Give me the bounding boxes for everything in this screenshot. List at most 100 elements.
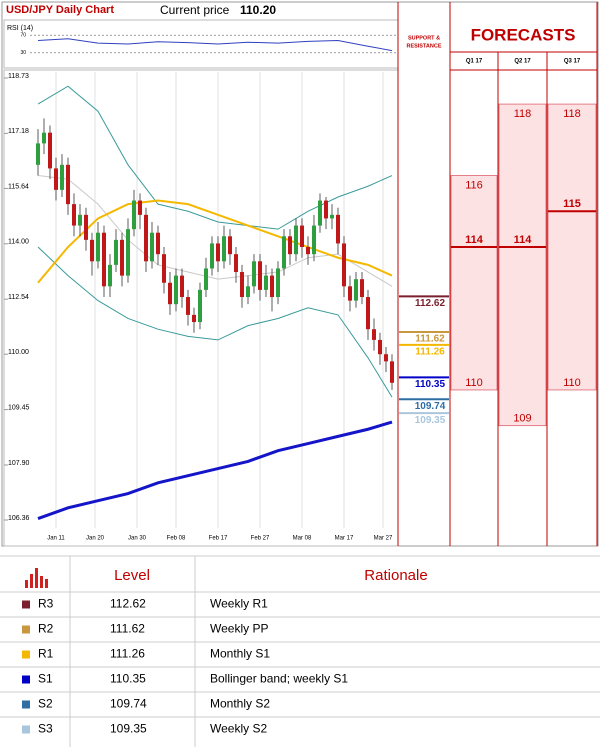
- candle-body: [324, 200, 328, 219]
- candle-body: [114, 239, 118, 265]
- level-rationale: Weekly R1: [210, 597, 268, 611]
- level-name: R1: [38, 647, 54, 661]
- candle-body: [186, 297, 190, 315]
- candle-body: [54, 168, 58, 190]
- x-tick-label: Jan 11: [47, 536, 65, 542]
- forecast-high-label: 118: [514, 108, 532, 120]
- current-price-label: Current price: [160, 3, 230, 17]
- level-value: 111.62: [110, 622, 145, 636]
- candle-body: [66, 164, 70, 205]
- rsi-tick-label: 70: [20, 33, 26, 39]
- candle-body: [348, 286, 352, 301]
- y-tick-label: 112.54: [8, 294, 29, 301]
- candle-body: [288, 236, 292, 255]
- level-rationale: Bollinger band; weekly S1: [210, 672, 348, 686]
- y-tick-label: 106.36: [8, 515, 30, 522]
- rsi-tick-label: 30: [20, 50, 26, 56]
- candle-body: [318, 200, 322, 226]
- indicator-line: [37, 246, 393, 398]
- y-tick-label: 115.64: [8, 183, 29, 190]
- y-tick-label: 110.00: [8, 349, 29, 356]
- candle-body: [294, 225, 298, 255]
- sr-label: 111.62: [415, 334, 445, 345]
- forecast-mid-label: 115: [563, 198, 581, 210]
- forecast-range: [450, 175, 498, 391]
- level-swatch: [22, 600, 30, 609]
- candle-body: [162, 254, 166, 283]
- level-value: 112.62: [110, 597, 146, 611]
- sr-label: 112.62: [415, 298, 445, 309]
- table-icon: [25, 568, 48, 588]
- sr-label: 109.74: [415, 401, 446, 412]
- candle-body: [84, 214, 88, 240]
- candle-body: [60, 164, 64, 190]
- forecast-range: [498, 103, 547, 427]
- candle-body: [270, 275, 274, 298]
- candle-body: [138, 200, 142, 215]
- candle-body: [216, 243, 220, 262]
- forecast-high-label: 116: [465, 179, 483, 191]
- level-value: 111.26: [110, 647, 145, 661]
- forecast-low-label: 109: [513, 413, 531, 425]
- level-swatch: [22, 725, 30, 734]
- candle-body: [72, 204, 76, 226]
- sr-label: 109.35: [415, 415, 446, 426]
- indicator-line: [37, 85, 393, 230]
- candle-body: [234, 254, 238, 273]
- sr-title: RESISTANCE: [406, 43, 441, 49]
- candle-body: [90, 239, 94, 262]
- level-swatch: [22, 650, 30, 659]
- candle-body: [48, 132, 52, 169]
- level-rationale: Weekly S2: [210, 722, 267, 736]
- level-name: R3: [38, 597, 54, 611]
- candle-body: [354, 279, 358, 301]
- candle-body: [78, 214, 82, 226]
- x-tick-label: Feb 17: [209, 536, 228, 542]
- level-value: 109.74: [110, 697, 147, 711]
- candle-body: [252, 261, 256, 287]
- candle-body: [126, 229, 130, 276]
- candle-body: [192, 314, 196, 323]
- candle-body: [378, 339, 382, 355]
- level-rationale: Monthly S1: [210, 647, 270, 661]
- candle-body: [168, 282, 172, 305]
- candle-body: [330, 214, 334, 219]
- level-name: S2: [38, 697, 53, 711]
- forecast-range: [547, 103, 597, 391]
- y-tick-label: 117.18: [8, 128, 29, 135]
- y-tick-label: 114.00: [8, 239, 29, 246]
- candle-body: [306, 247, 310, 255]
- level-name: S1: [38, 672, 53, 686]
- candle-body: [300, 225, 304, 248]
- candle-body: [246, 286, 250, 298]
- x-tick-label: Feb 08: [167, 536, 186, 542]
- level-rationale: Monthly S2: [210, 697, 270, 711]
- indicator-line: [37, 175, 393, 287]
- candle-body: [384, 354, 388, 362]
- candle-body: [174, 275, 178, 305]
- candle-body: [264, 275, 268, 290]
- quarter-label: Q3 17: [564, 59, 581, 65]
- x-tick-label: Feb 27: [251, 536, 270, 542]
- forecast-mid-label: 114: [465, 234, 484, 246]
- sr-label: 110.35: [415, 379, 445, 390]
- indicator-line: [37, 420, 393, 520]
- x-tick-label: Mar 17: [335, 536, 354, 542]
- x-tick-label: Mar 27: [374, 536, 393, 542]
- candle-body: [108, 264, 112, 287]
- candle-body: [156, 232, 160, 255]
- rsi-label: RSI (14): [7, 25, 33, 32]
- x-tick-label: Jan 20: [86, 536, 105, 542]
- forecast-low-label: 110: [563, 377, 581, 389]
- candle-body: [312, 225, 316, 255]
- candle-body: [210, 243, 214, 269]
- forecast-title: FORECASTS: [471, 25, 576, 44]
- candle-body: [204, 268, 208, 290]
- candle-body: [120, 239, 124, 276]
- candle-body: [198, 289, 202, 323]
- y-tick-label: 107.90: [8, 460, 30, 467]
- candle-body: [36, 143, 40, 165]
- level-name: R2: [38, 622, 54, 636]
- x-tick-label: Mar 08: [293, 536, 312, 542]
